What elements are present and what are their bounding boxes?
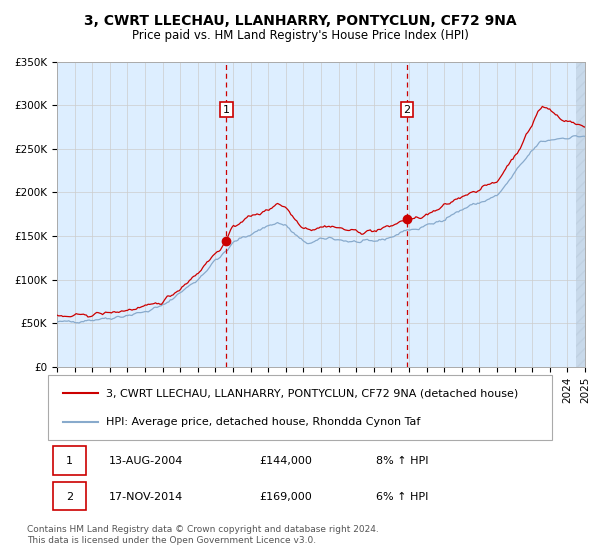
FancyBboxPatch shape bbox=[53, 446, 86, 475]
Text: £169,000: £169,000 bbox=[260, 492, 313, 502]
Text: 2: 2 bbox=[403, 105, 410, 115]
FancyBboxPatch shape bbox=[48, 375, 552, 440]
Text: 8% ↑ HPI: 8% ↑ HPI bbox=[376, 456, 428, 466]
Text: 1: 1 bbox=[66, 456, 73, 466]
Bar bbox=[576, 62, 585, 367]
Text: Price paid vs. HM Land Registry's House Price Index (HPI): Price paid vs. HM Land Registry's House … bbox=[131, 29, 469, 42]
Text: 2: 2 bbox=[66, 492, 73, 502]
Text: 17-NOV-2014: 17-NOV-2014 bbox=[109, 492, 183, 502]
Text: £144,000: £144,000 bbox=[260, 456, 313, 466]
Text: 13-AUG-2004: 13-AUG-2004 bbox=[109, 456, 183, 466]
Text: 3, CWRT LLECHAU, LLANHARRY, PONTYCLUN, CF72 9NA (detached house): 3, CWRT LLECHAU, LLANHARRY, PONTYCLUN, C… bbox=[106, 388, 518, 398]
Text: 3, CWRT LLECHAU, LLANHARRY, PONTYCLUN, CF72 9NA: 3, CWRT LLECHAU, LLANHARRY, PONTYCLUN, C… bbox=[83, 14, 517, 28]
Text: HPI: Average price, detached house, Rhondda Cynon Taf: HPI: Average price, detached house, Rhon… bbox=[106, 417, 421, 427]
Text: Contains HM Land Registry data © Crown copyright and database right 2024.
This d: Contains HM Land Registry data © Crown c… bbox=[27, 525, 379, 545]
Text: 1: 1 bbox=[223, 105, 230, 115]
FancyBboxPatch shape bbox=[53, 482, 86, 511]
Text: 6% ↑ HPI: 6% ↑ HPI bbox=[376, 492, 428, 502]
